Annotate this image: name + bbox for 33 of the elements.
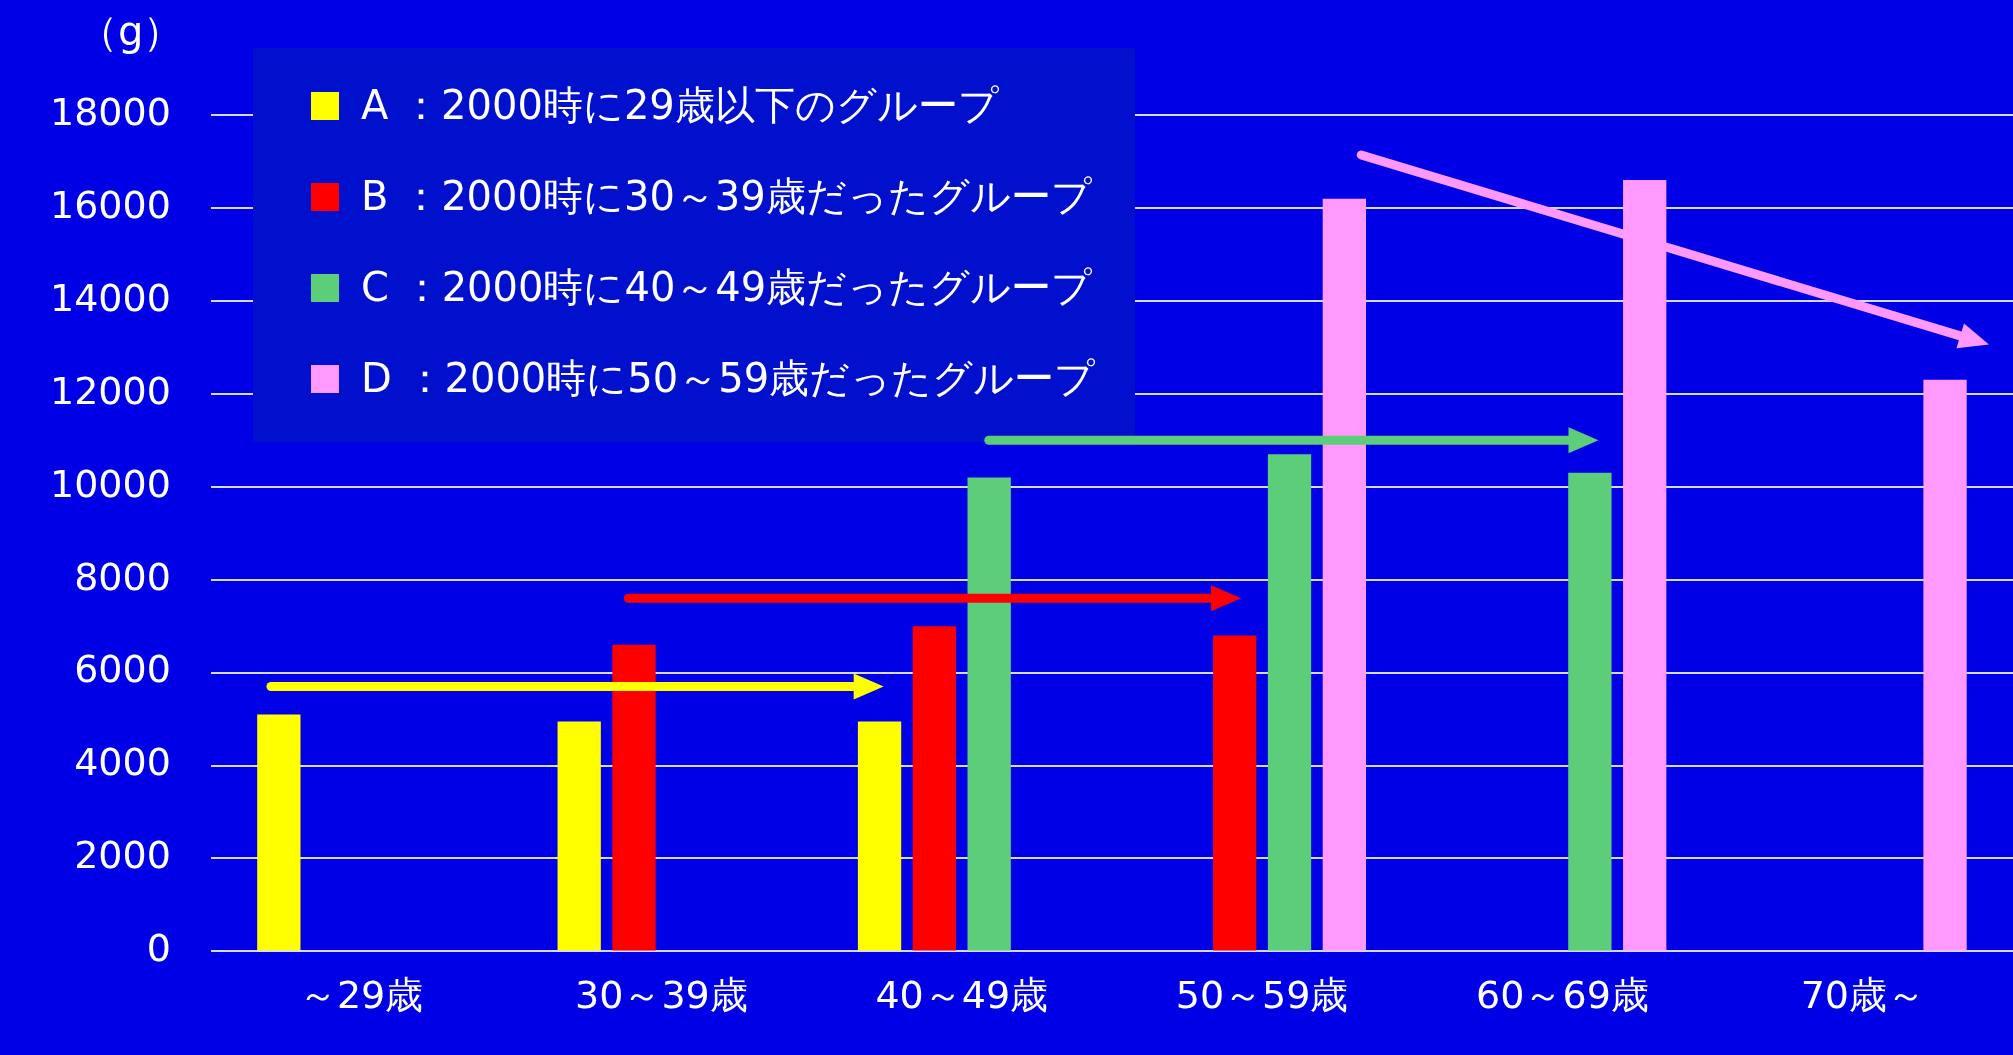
x-tick-label: 60～69歳 bbox=[1476, 973, 1649, 1018]
y-tick-label: 16000 bbox=[49, 182, 171, 227]
x-tick-label: 50～59歳 bbox=[1175, 973, 1349, 1018]
y-tick-label: 10000 bbox=[49, 461, 171, 506]
bar bbox=[967, 477, 1011, 951]
bar bbox=[1623, 180, 1667, 951]
bar bbox=[1322, 198, 1366, 951]
bar bbox=[1568, 472, 1612, 951]
bar bbox=[257, 714, 301, 951]
y-tick-label: 12000 bbox=[49, 368, 171, 413]
x-tick-label: ～29歳 bbox=[298, 973, 424, 1018]
x-tick-label: 40～49歳 bbox=[875, 973, 1049, 1018]
bar bbox=[1213, 635, 1257, 951]
legend-label: D ：2000時に50～59歳だったグループ bbox=[361, 354, 1096, 403]
y-tick-label: 6000 bbox=[74, 647, 171, 692]
y-tick-label: 2000 bbox=[74, 833, 171, 878]
y-tick-label: 0 bbox=[146, 926, 171, 971]
x-tick-label: 70歳～ bbox=[1800, 973, 1925, 1018]
bar bbox=[912, 626, 957, 951]
legend-label: A ：2000時に29歳以下のグループ bbox=[361, 81, 999, 130]
bar bbox=[1923, 379, 1967, 951]
bar bbox=[1267, 454, 1312, 951]
legend-label: C ：2000時に40～49歳だったグループ bbox=[361, 263, 1093, 312]
x-tick-label: 30～39歳 bbox=[575, 973, 748, 1018]
y-axis-title: （g） bbox=[78, 7, 184, 56]
legend-label: B ：2000時に30～39歳だったグループ bbox=[361, 172, 1092, 221]
bar bbox=[857, 721, 902, 951]
y-tick-label: 18000 bbox=[49, 89, 171, 134]
y-tick-label: 8000 bbox=[74, 554, 171, 599]
y-tick-label: 14000 bbox=[49, 275, 171, 320]
bar bbox=[557, 721, 601, 951]
y-tick-label: 4000 bbox=[74, 740, 171, 785]
bar bbox=[612, 644, 656, 951]
